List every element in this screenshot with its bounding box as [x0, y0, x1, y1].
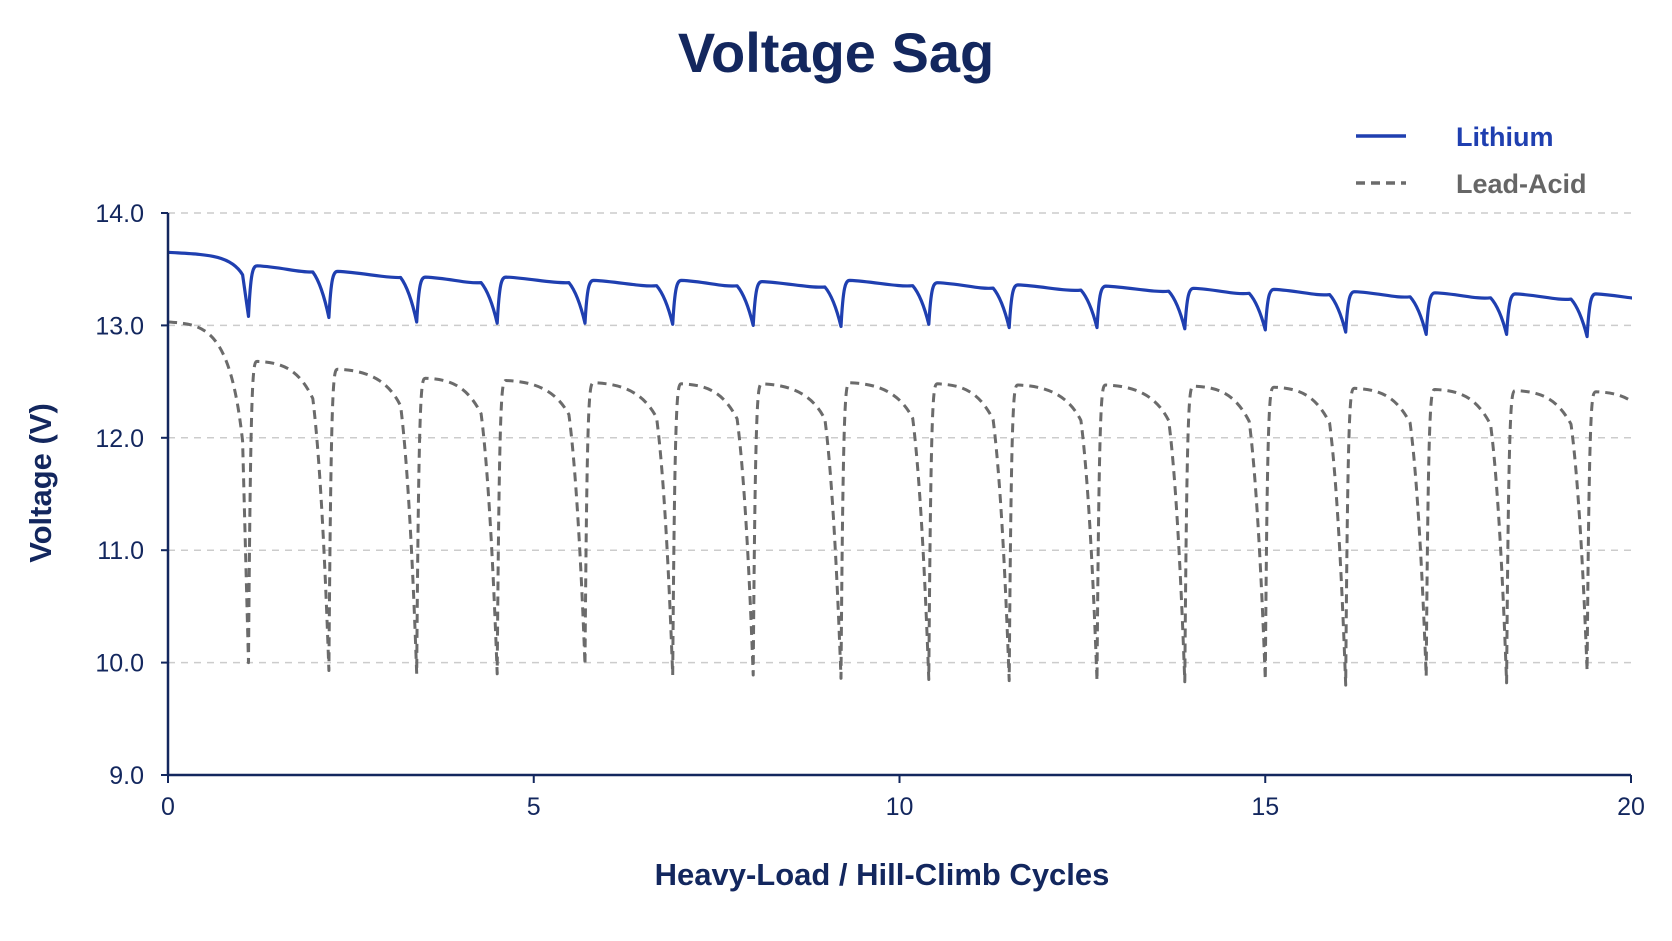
x-tick-label-5: 5 — [527, 793, 541, 821]
y-tick-label-13.0: 13.0 — [95, 312, 144, 340]
legend-label-lead-acid: Lead-Acid — [1456, 169, 1587, 199]
y-axis-label: Voltage (V) — [23, 403, 58, 563]
series-line-lithium — [168, 250, 1632, 339]
x-tick-label-20: 20 — [1617, 793, 1645, 821]
y-axis-ticks: 9.0 10.0 11.0 12.0 13.0 14.0 — [95, 200, 168, 790]
y-tick-label-14.0: 14.0 — [95, 200, 144, 228]
chart-title: Voltage Sag — [678, 21, 994, 84]
series-layer — [168, 250, 1632, 687]
legend: Lithium Lead-Acid — [1356, 122, 1587, 199]
y-tick-label-10.0: 10.0 — [95, 650, 144, 678]
x-tick-label-0: 0 — [161, 793, 175, 821]
legend-label-lithium: Lithium — [1456, 122, 1553, 152]
y-tick-label-12.0: 12.0 — [95, 425, 144, 453]
x-tick-label-15: 15 — [1251, 793, 1279, 821]
y-tick-label-11.0: 11.0 — [97, 537, 144, 565]
x-axis-label: Heavy-Load / Hill-Climb Cycles — [655, 857, 1110, 892]
x-tick-label-10: 10 — [886, 793, 914, 821]
y-tick-label-9.0: 9.0 — [109, 762, 144, 790]
grid-lines — [168, 212, 1631, 664]
series-line-lead-acid — [168, 320, 1632, 687]
x-axis-ticks: 0 5 10 15 20 — [161, 775, 1645, 821]
